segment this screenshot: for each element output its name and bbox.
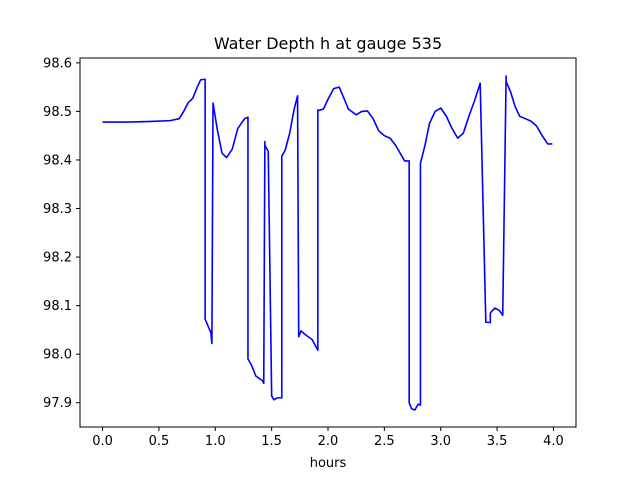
y-tick-label: 98.1 [43, 299, 72, 314]
y-tick-label: 98.2 [43, 251, 72, 266]
x-tick-label: 3.0 [430, 434, 451, 449]
x-tick-label: 4.0 [543, 434, 564, 449]
x-tick-label: 3.5 [487, 434, 508, 449]
y-tick-label: 98.5 [43, 105, 72, 120]
y-tick-label: 97.9 [43, 396, 72, 411]
x-tick-label: 2.5 [374, 434, 395, 449]
plot-frame [79, 57, 577, 428]
series-line [102, 75, 553, 411]
x-axis-label: hours [310, 456, 347, 471]
y-tick-label: 98.0 [43, 348, 72, 363]
y-axis: 97.9 98.0 98.1 98.2 98.3 98.4 98.5 98.6 [43, 56, 80, 411]
y-tick-label: 98.4 [43, 153, 72, 168]
chart-title: Water Depth h at gauge 535 [214, 34, 442, 53]
x-tick-label: 1.0 [205, 434, 226, 449]
y-tick-label: 98.6 [43, 56, 72, 71]
x-axis: 0.0 0.5 1.0 1.5 2.0 2.5 3.0 3.5 4.0 [92, 427, 564, 449]
x-tick-label: 1.5 [261, 434, 282, 449]
x-tick-label: 0.5 [149, 434, 170, 449]
plot-area [102, 75, 553, 411]
x-tick-label: 0.0 [92, 434, 113, 449]
y-tick-label: 98.3 [43, 202, 72, 217]
x-tick-label: 2.0 [318, 434, 339, 449]
